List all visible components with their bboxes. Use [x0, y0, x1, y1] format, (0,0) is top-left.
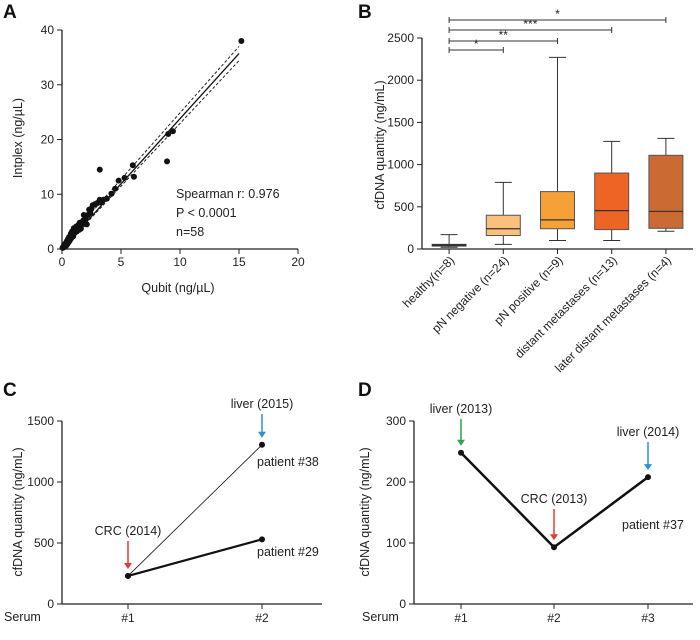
- panel-b-box: [594, 172, 630, 231]
- panel-c-y-tick-label: 500: [34, 536, 54, 550]
- panel-d-y-tick-label: 100: [386, 536, 406, 550]
- panel-a-data-point: [169, 128, 176, 135]
- panel-d-y-axis-title: cfDNA quantity (ng/mL): [358, 447, 372, 576]
- panel-d-event-arrowhead: [550, 534, 558, 541]
- panel-b-y-tick-label: 1000: [387, 158, 414, 172]
- panel-b-box: [485, 214, 521, 236]
- panel-a-y-tick-label: 40: [41, 23, 55, 37]
- panel-d-x-tick-label: #2: [547, 611, 561, 625]
- panel-d-event-arrowhead: [457, 439, 465, 446]
- panel-c-series-line: [127, 444, 263, 577]
- panel-d-data-point: [458, 449, 464, 456]
- panel-d-data-point: [645, 474, 651, 481]
- panel-c-y-tick-label: 1500: [27, 414, 54, 428]
- panel-d-x-tick-label: #3: [641, 611, 655, 625]
- panel-b-y-tick-label: 1500: [387, 115, 414, 129]
- panel-b-significance-label: **: [499, 28, 509, 42]
- panel-a-data-point: [164, 158, 171, 165]
- panel-c-series-label: patient #38: [257, 455, 319, 469]
- panel-b-boxplot: cfDNA quantity (ng/mL) 0 500 1000 1500 2000 2…: [373, 7, 693, 375]
- panel-c-line-chart: cfDNA quantity (ng/mL) Serum 0 500 1000 150…: [4, 397, 322, 625]
- panel-a-fit-line: [61, 53, 240, 250]
- panel-b-category-label: distant metastases (n=13): [512, 253, 620, 361]
- panel-c-x-tick-label: #2: [255, 611, 269, 625]
- panel-d-event-label: CRC (2013): [521, 492, 588, 506]
- panel-d-y-tick-label: 300: [386, 414, 406, 428]
- panel-a-x-tick-label: 5: [118, 255, 125, 269]
- panel-d-event-label: liver (2013): [430, 402, 493, 416]
- panel-a-data-point: [103, 195, 110, 202]
- panel-letter-d: D: [358, 380, 372, 401]
- panel-b-y-tick-label: 2500: [387, 31, 414, 45]
- panel-letter-b: B: [358, 2, 372, 23]
- panel-b-significance-label: *: [555, 7, 560, 21]
- panel-b-y-axis-title: cfDNA quantity (ng/mL): [373, 80, 387, 209]
- panel-a-x-tick-label: 15: [232, 255, 246, 269]
- panel-a-ci-lower-line: [61, 60, 240, 250]
- panel-d-x-tick-label: #1: [454, 611, 468, 625]
- panel-a-data-point: [130, 173, 137, 180]
- panel-letter-c: C: [3, 380, 17, 401]
- panel-b-significance-label: *: [474, 37, 479, 51]
- panel-c-event-arrowhead: [258, 431, 266, 438]
- panel-a-data-point: [108, 190, 115, 197]
- panel-a-y-tick-label: 10: [41, 187, 55, 201]
- panel-a-data-point: [238, 37, 245, 44]
- panel-a-ci-upper-line: [61, 46, 240, 247]
- panel-a-annotation-n: n=58: [176, 225, 204, 239]
- panel-a-x-tick-label: 0: [59, 255, 66, 269]
- panel-b-y-tick-label: 2000: [387, 73, 414, 87]
- panel-a-x-tick-label: 10: [173, 255, 187, 269]
- panel-c-y-axis-title: cfDNA quantity (ng/mL): [11, 447, 25, 576]
- panel-a-data-point: [96, 166, 103, 173]
- panel-d-x-axis-title: Serum: [362, 610, 399, 624]
- panel-b-y-tick-label: 500: [394, 200, 414, 214]
- panel-a-y-tick-label: 0: [47, 242, 54, 256]
- panel-c-data-point: [125, 572, 131, 579]
- panel-b-box: [540, 191, 575, 230]
- panel-a-y-tick-label: 30: [41, 78, 55, 92]
- panel-a-annotation-pvalue: P < 0.0001: [176, 206, 237, 220]
- panel-a-data-point: [129, 162, 136, 169]
- panel-b-category-label: healthy(n=8): [400, 253, 457, 310]
- panel-d-event-arrowhead: [644, 464, 652, 471]
- panel-b-significance-label: ***: [523, 17, 537, 31]
- panel-d-series-label: patient #37: [622, 518, 684, 532]
- panel-letter-a: A: [3, 2, 17, 23]
- panel-d-event-label: liver (2014): [617, 425, 680, 439]
- panel-d-y-tick-label: 0: [399, 597, 406, 611]
- panel-c-event-label: liver (2015): [231, 397, 294, 411]
- panel-d-line-chart: cfDNA quantity (ng/mL) Serum 0 100 200 300 #…: [358, 402, 693, 625]
- panel-a-data-point: [121, 174, 128, 181]
- panel-c-event-arrowhead: [124, 562, 132, 569]
- panel-b-y-tick-label: 0: [407, 242, 414, 256]
- panel-b-box: [648, 154, 684, 229]
- panel-d-data-point: [551, 544, 557, 551]
- panel-b-category-label: later distant metastases (n=4): [552, 253, 674, 375]
- panel-c-x-tick-label: #1: [121, 611, 135, 625]
- panel-a-data-point: [83, 221, 90, 228]
- panel-a-data-point: [115, 177, 122, 184]
- panel-c-y-tick-label: 0: [47, 597, 54, 611]
- panel-a-scatter: Intplex (ng/µL) Qubit (ng/µL) Spearman r…: [11, 23, 305, 295]
- panel-a-y-axis-title: Intplex (ng/µL): [11, 98, 25, 178]
- panel-a-x-tick-label: 20: [291, 255, 305, 269]
- panel-a-y-tick-label: 20: [41, 133, 55, 147]
- panel-a-data-point: [165, 131, 172, 138]
- panel-a-x-axis-title: Qubit (ng/µL): [141, 281, 214, 295]
- panel-c-data-point: [259, 441, 265, 448]
- panel-c-event-label: CRC (2014): [95, 524, 162, 538]
- panel-d-y-tick-label: 200: [386, 475, 406, 489]
- panel-c-series-line: [127, 538, 263, 578]
- panel-a-annotation-spearman: Spearman r: 0.976: [176, 187, 280, 201]
- panel-c-series-label: patient #29: [257, 545, 319, 559]
- panel-a-data-point: [112, 185, 119, 192]
- panel-c-data-point: [259, 536, 265, 543]
- panel-c-x-axis-title: Serum: [4, 610, 41, 624]
- panel-c-y-tick-label: 1000: [27, 475, 54, 489]
